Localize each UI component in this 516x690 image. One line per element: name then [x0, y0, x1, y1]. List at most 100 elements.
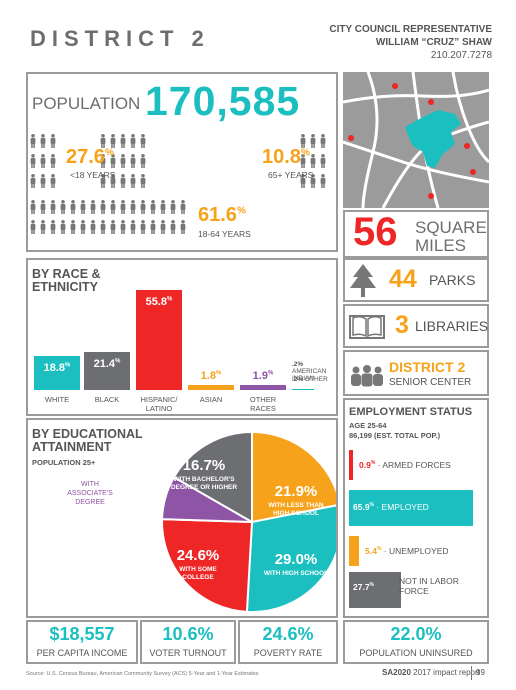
district-shape	[405, 110, 461, 168]
employment-age: AGE 25-64	[349, 421, 387, 430]
education-subtitle: POPULATION 25+	[32, 458, 96, 467]
employment-label: 65.9% · EMPLOYED	[353, 502, 429, 512]
pie-category-label: WITH LESS THAN	[268, 502, 324, 509]
person-icon	[30, 134, 36, 148]
employment-title: EMPLOYMENT STATUS	[349, 406, 473, 418]
person-icon	[40, 220, 46, 234]
page-number: 99	[476, 668, 485, 677]
education-title-1: BY EDUCATIONAL	[32, 427, 143, 441]
parks-value: 44	[389, 265, 417, 293]
person-icon	[30, 154, 36, 168]
person-icon	[140, 154, 146, 168]
parks-label: PARKS	[429, 272, 476, 288]
race-bar-4	[240, 385, 286, 390]
race-value-label: 1.9%	[252, 370, 274, 382]
employment-bar-1	[349, 490, 473, 526]
senior-title: DISTRICT 2	[389, 359, 466, 375]
person-icon	[70, 220, 76, 234]
person-icon	[130, 200, 136, 214]
pie-slice-4	[172, 430, 253, 524]
senior-panel: DISTRICT 2 SENIOR CENTER	[343, 350, 489, 396]
employment-chart: 0.9% · ARMED FORCES 65.9% · EMPLOYED 5.4% …	[345, 400, 487, 616]
race-title-1: BY RACE &	[32, 267, 101, 281]
book-icon	[349, 315, 385, 339]
page-title: DISTRICT 2	[30, 26, 210, 51]
education-panel: BY EDUCATIONAL ATTAINMENT POPULATION 25+…	[26, 418, 338, 618]
pie-associate-label: DEGREE	[75, 499, 105, 506]
employment-panel: EMPLOYMENT STATUS AGE 25-64 86,199 (EST.…	[343, 398, 489, 618]
over65-pct: 10.8%	[262, 146, 310, 168]
area-value: 56	[353, 210, 398, 254]
pie-value-label: 24.6%	[177, 547, 220, 564]
libraries-label: LIBRARIES	[415, 318, 489, 334]
education-title-2: ATTAINMENT	[32, 440, 112, 454]
under18-pct: 27.6%	[66, 146, 114, 168]
stat-voter-label: VOTER TURNOUT	[149, 648, 227, 658]
person-icon	[40, 200, 46, 214]
race-category-label: ASIAN	[199, 395, 223, 404]
tree-icon	[350, 264, 376, 297]
race-value-label: 18.8%	[43, 362, 71, 375]
rep-title: CITY COUNCIL REPRESENTATIVE	[329, 24, 492, 35]
race-small-1: .2% AMERICAN INDIAN	[292, 361, 327, 382]
person-icon	[320, 154, 326, 168]
stat-income-value: $18,557	[49, 624, 115, 644]
stat-uninsured-value: 22.0%	[390, 624, 442, 644]
pie-category-label: COLLEGE	[182, 574, 214, 581]
group-icon	[351, 365, 383, 387]
person-icon	[130, 154, 136, 168]
person-icon	[80, 220, 86, 234]
race-chart: 18.8% WHITE 21.4% BLACK 55.8% HISPANIC/ LATIN…	[28, 260, 336, 414]
stat-poverty-value: 24.6%	[262, 624, 314, 644]
race-value-label: 55.8%	[145, 296, 173, 308]
pie-value-label: 16.7%	[183, 457, 226, 474]
stat-income: $18,557 PER CAPITA INCOME	[26, 620, 138, 664]
employment-bar-2	[349, 536, 360, 566]
person-icon	[130, 134, 136, 148]
pie-category-label: DEGREE OR HIGHER	[171, 484, 237, 491]
person-icon	[30, 174, 36, 188]
person-icon	[320, 174, 326, 188]
pie-category-label: WITH SOME	[179, 566, 217, 573]
race-bar-2	[136, 290, 182, 390]
race-value-label: 21.4%	[93, 357, 121, 370]
race-title-2: ETHNICITY	[32, 280, 98, 294]
stat-income-label: PER CAPITA INCOME	[36, 648, 128, 658]
race-category-label: WHITE	[44, 395, 70, 404]
stat-voter: 10.6% VOTER TURNOUT	[140, 620, 236, 664]
page-divider	[471, 666, 472, 680]
pie-category-label: HIGH SCHOOL	[273, 510, 319, 517]
person-icon	[120, 174, 126, 188]
pie-category-label: WITH HIGH SCHOOL	[264, 570, 328, 577]
district-map	[343, 72, 489, 208]
race-bar-0	[34, 356, 80, 390]
person-icon	[310, 154, 316, 168]
race-panel: BY RACE & ETHNICITY 18.8% WHITE 21.4% BLACK…	[26, 258, 338, 416]
person-icon	[170, 220, 176, 234]
population-label: POPULATION	[32, 94, 141, 113]
pie-category-label: WITH BACHELOR'S	[173, 476, 235, 483]
person-icon	[180, 220, 186, 234]
area-panel: 56 SQUARE MILES	[343, 210, 489, 258]
population-value: 170,585	[145, 78, 301, 124]
person-icon	[140, 134, 146, 148]
person-icon	[50, 154, 56, 168]
pie-value-label: 29.0%	[275, 551, 318, 568]
person-icon	[60, 200, 66, 214]
adult-label: 18-64 YEARS	[198, 229, 251, 239]
report-name: SA2020 2017 impact report	[382, 668, 480, 677]
person-icon	[60, 220, 66, 234]
employment-label: 5.4% · UNEMPLOYED	[365, 546, 449, 556]
person-icon	[30, 200, 36, 214]
person-icon	[140, 200, 146, 214]
libraries-value: 3	[395, 311, 409, 339]
race-small-marker	[292, 389, 314, 390]
stat-poverty: 24.6% POVERTY RATE	[238, 620, 338, 664]
person-icon	[310, 134, 316, 148]
stat-uninsured: 22.0% POPULATION UNINSURED	[343, 620, 489, 664]
person-icon	[30, 220, 36, 234]
person-icon	[180, 200, 186, 214]
person-icon	[130, 220, 136, 234]
person-icon	[80, 200, 86, 214]
person-icon	[70, 200, 76, 214]
